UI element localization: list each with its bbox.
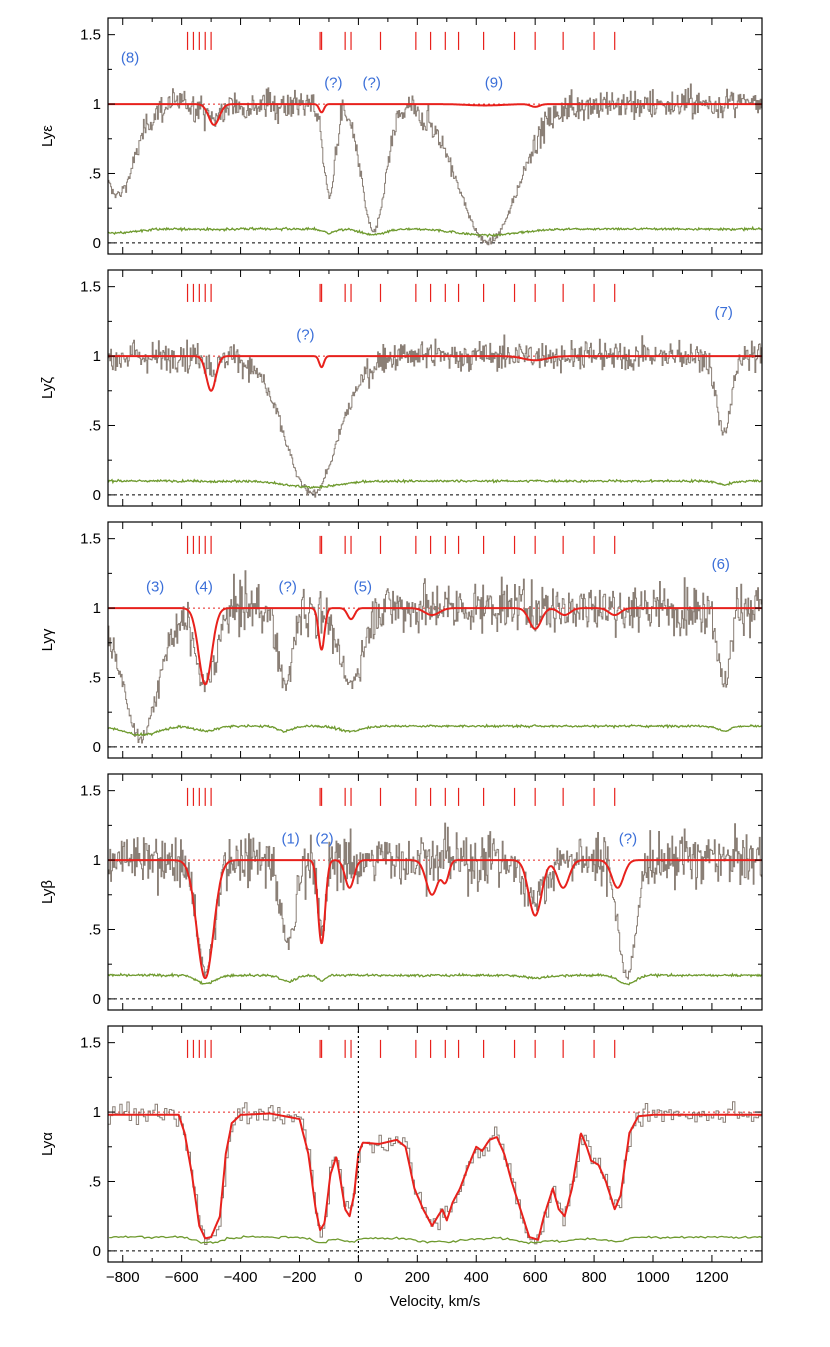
panel-y-axis-label: Lyε [39, 125, 56, 147]
component-annotation: (3) [146, 578, 164, 595]
flux-error-line [108, 478, 762, 490]
y-tick-label: 1 [93, 852, 101, 869]
x-tick-label: 600 [523, 1269, 548, 1286]
x-tick-label: 1000 [636, 1269, 669, 1286]
panel-y-axis-label: Lyα [39, 1132, 56, 1156]
flux-spectrum-line [108, 822, 762, 980]
x-tick-label: 0 [354, 1269, 362, 1286]
x-tick-label: −200 [283, 1269, 317, 1286]
component-annotation: (?) [324, 74, 342, 91]
panel-4: 0 .5 1 1.5 Lyβ (1) (2) (?) [39, 773, 763, 1011]
y-tick-label: 0 [93, 235, 101, 252]
x-tick-label: 1200 [695, 1269, 728, 1286]
component-annotation: (?) [362, 74, 380, 91]
panel-frame [107, 521, 763, 759]
model-fit-line [108, 103, 762, 126]
panel-2: 0 .5 1 1.5 Lyζ (?) (7) [39, 269, 763, 507]
plot-area [108, 1026, 762, 1262]
y-tick-label: 1.5 [80, 783, 101, 800]
panel-1: 0 .5 1 1.5 Lyε (8) (?) (?) (9) [39, 17, 763, 255]
panel-y-axis-label: Lyζ [39, 377, 56, 399]
panel-frame [107, 1025, 763, 1263]
y-tick-label: 1 [93, 1104, 101, 1121]
y-tick-label: 0 [93, 739, 101, 756]
y-tick-label: .5 [88, 417, 101, 434]
flux-spectrum-line [108, 334, 762, 498]
component-annotation: (5) [354, 578, 372, 595]
x-tick-label: 200 [405, 1269, 430, 1286]
flux-spectrum-line [108, 1101, 762, 1245]
y-tick-label: .5 [88, 165, 101, 182]
y-tick-label: 0 [93, 991, 101, 1008]
component-annotation: (9) [485, 74, 503, 91]
y-tick-label: 1 [93, 96, 101, 113]
model-fit-line [108, 859, 762, 980]
x-tick-label: −800 [106, 1269, 140, 1286]
plot-area [108, 283, 762, 498]
panel-frame [107, 269, 763, 507]
y-tick-label: 1.5 [80, 1035, 101, 1052]
flux-error-line [108, 225, 762, 238]
panel-y-axis-label: Lyγ [39, 628, 56, 651]
model-fit-line [108, 1112, 762, 1241]
component-annotation: (6) [712, 556, 730, 573]
flux-spectrum-line [108, 83, 762, 246]
x-tick-label: 800 [582, 1269, 607, 1286]
component-annotation: (7) [715, 304, 733, 321]
y-tick-label: 1 [93, 600, 101, 617]
flux-error-line [108, 972, 762, 986]
y-tick-label: .5 [88, 669, 101, 686]
plot-area [108, 787, 762, 1000]
y-tick-label: 1.5 [80, 531, 101, 548]
plot-area [108, 535, 762, 748]
y-tick-label: 1.5 [80, 279, 101, 296]
component-annotation: (2) [315, 830, 333, 847]
component-annotation: (4) [195, 578, 213, 595]
panel-frame [107, 773, 763, 1011]
flux-spectrum-line [108, 570, 762, 744]
panel-3: 0 .5 1 1.5 Lyγ (3) (4) (?) (5) (6) [39, 521, 763, 759]
plot-area [108, 31, 762, 246]
panel-frame [107, 17, 763, 255]
panel-y-axis-label: Lyβ [39, 880, 56, 904]
component-annotation: (?) [619, 830, 637, 847]
y-tick-label: 1.5 [80, 27, 101, 44]
x-axis-title: Velocity, km/s [390, 1293, 481, 1310]
flux-error-line [108, 723, 762, 737]
component-annotation: (1) [281, 830, 299, 847]
model-fit-line [108, 607, 762, 686]
flux-error-line [109, 1235, 762, 1245]
y-tick-label: 1 [93, 348, 101, 365]
component-annotation: (?) [279, 578, 297, 595]
y-tick-label: .5 [88, 921, 101, 938]
y-tick-label: 0 [93, 1243, 101, 1260]
y-tick-label: 0 [93, 487, 101, 504]
component-annotation: (?) [296, 326, 314, 343]
panel-5: 0 .5 1 1.5 Lyα −800 −600 −400 −200 0 200 400 600 800 1… [39, 1025, 763, 1310]
component-annotation: (8) [121, 49, 139, 66]
x-tick-label: −400 [224, 1269, 258, 1286]
y-tick-label: .5 [88, 1173, 101, 1190]
x-tick-label: 400 [464, 1269, 489, 1286]
model-fit-line [108, 355, 762, 392]
x-tick-label: −600 [165, 1269, 199, 1286]
